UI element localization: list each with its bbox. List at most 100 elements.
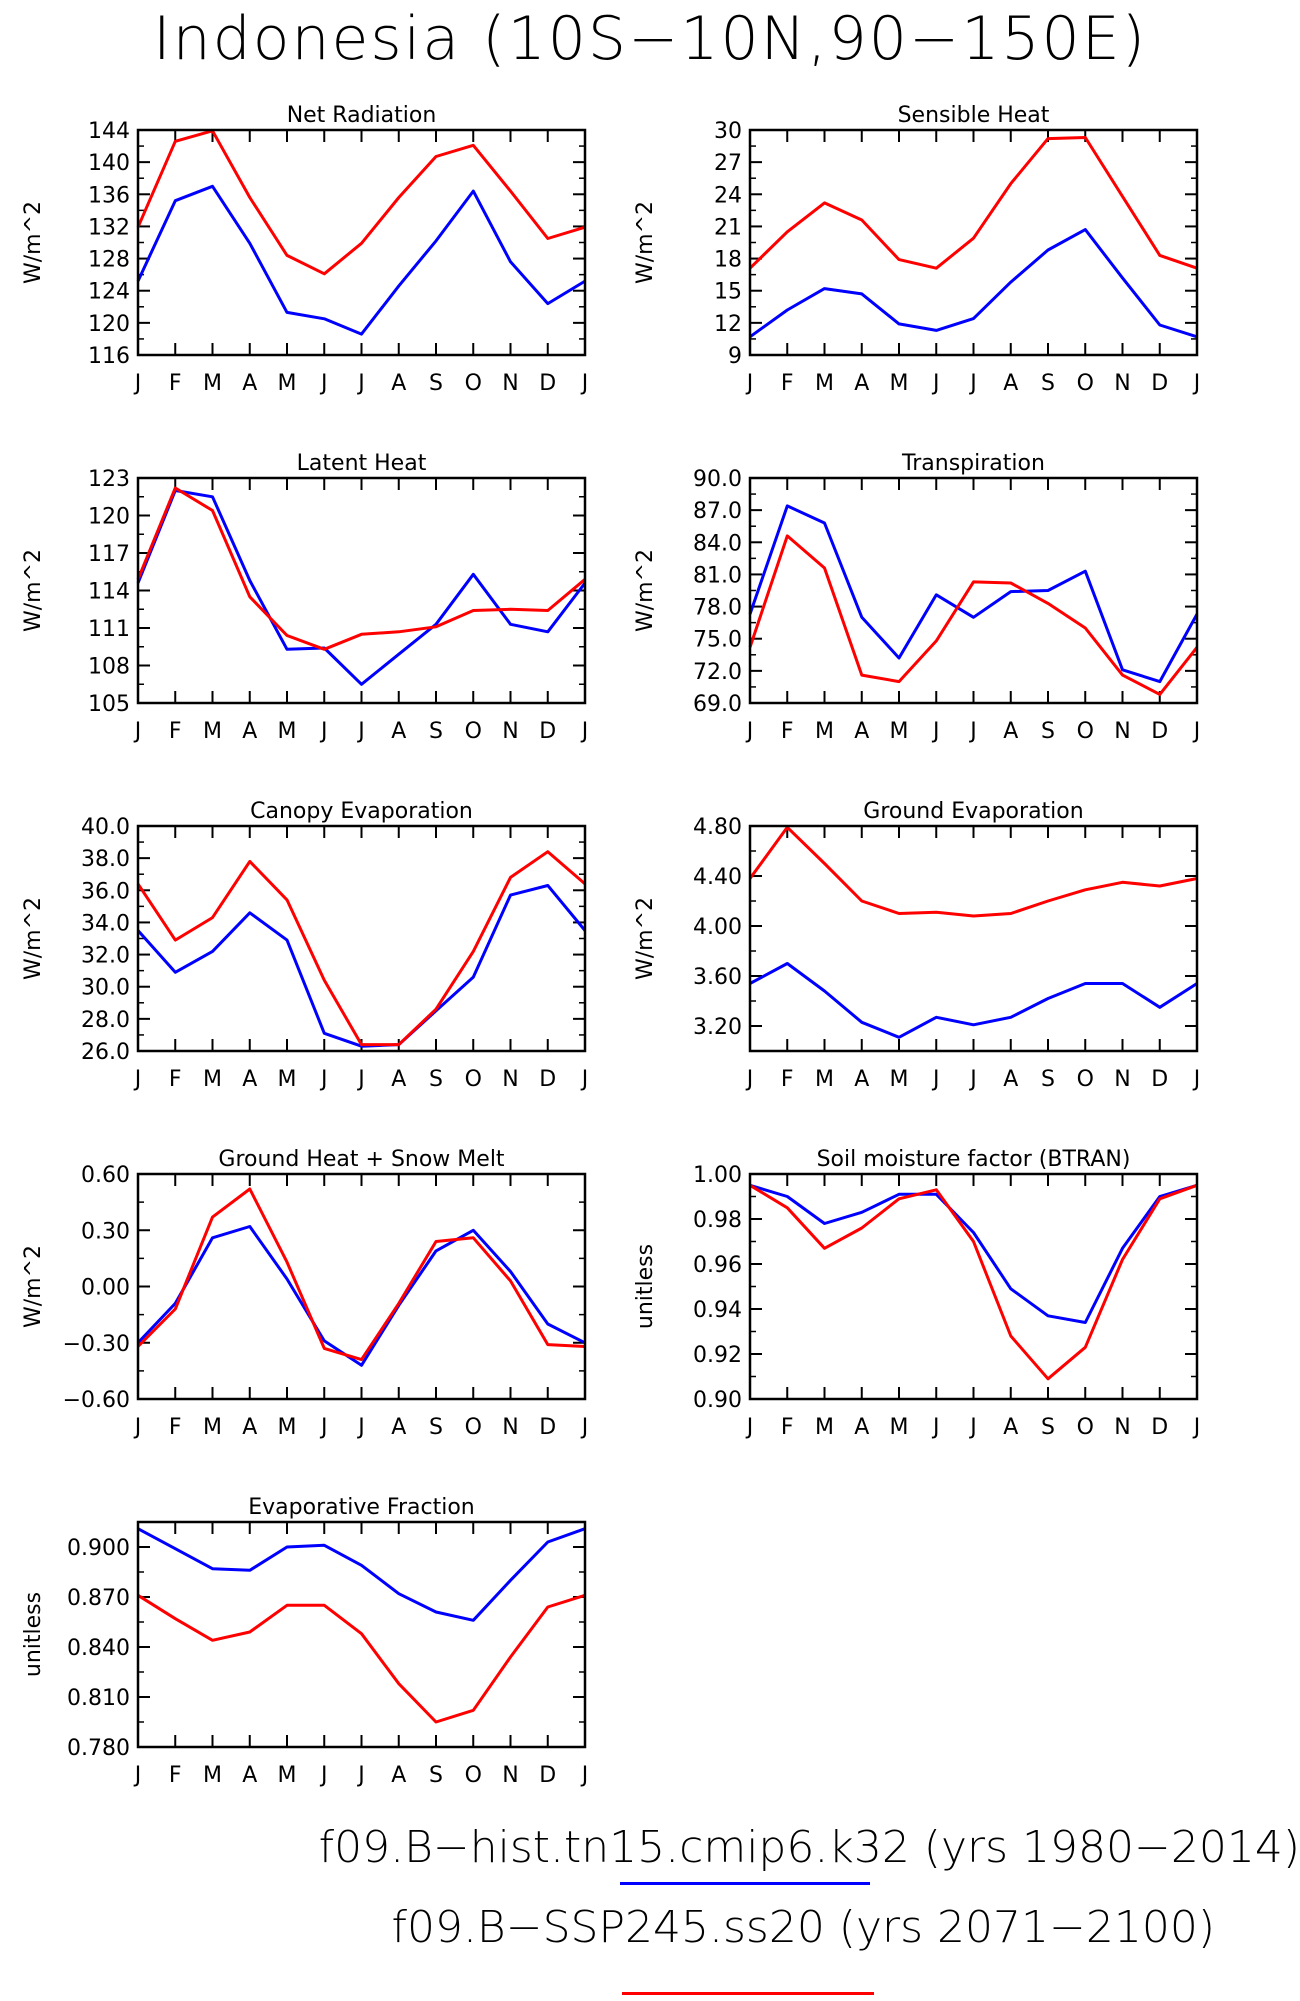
y-tick-label: 72.0 (693, 660, 742, 685)
x-tick-label: M (890, 1067, 909, 1092)
x-tick-label: N (502, 1067, 518, 1092)
y-tick-label: −0.30 (63, 1332, 130, 1357)
x-tick-label: J (319, 1763, 328, 1788)
x-tick-label: N (1114, 1415, 1130, 1440)
x-tick-label: N (502, 1763, 518, 1788)
y-tick-label: 26.0 (81, 1040, 130, 1065)
panel-6: Ground Evaporation W/m^2 3.20 3.60 4.00 4.40 4… (633, 799, 1200, 1092)
panel-8: Soil moisture factor (BTRAN) unitless 0.90… (633, 1147, 1200, 1440)
legend-swatch-ssp (622, 1992, 874, 1995)
y-tick-label: 124 (88, 280, 130, 305)
x-tick-label: A (391, 719, 406, 744)
x-tick-label: J (133, 719, 142, 744)
x-tick-label: A (242, 1763, 257, 1788)
y-tick-label: 32.0 (81, 944, 130, 969)
x-tick-label: J (133, 1763, 142, 1788)
y-tick-label: 117 (88, 542, 130, 567)
series-line-ssp (749, 1183, 1198, 1381)
x-tick-label: M (815, 1415, 834, 1440)
x-tick-label: J (1192, 1415, 1201, 1440)
x-tick-label: M (203, 371, 222, 396)
series-line-ssp (136, 850, 586, 1047)
y-tick-label: 144 (88, 119, 130, 144)
x-tick-label: O (1077, 1415, 1094, 1440)
series-line-ssp (136, 1187, 586, 1362)
legend-entry-hist: f09.B−hist.tn15.cmip6.k32 (yrs 1980−2014… (318, 1822, 1300, 1873)
x-tick-label: D (539, 371, 556, 396)
plot-frame (136, 1172, 587, 1401)
x-tick-label: S (1041, 371, 1055, 396)
x-tick-label: N (1114, 719, 1130, 744)
x-tick-label: A (242, 1067, 257, 1092)
x-tick-label: M (203, 1415, 222, 1440)
x-tick-label: D (1151, 719, 1168, 744)
panel-title: Evaporative Fraction (248, 1495, 474, 1520)
y-tick-label: 105 (88, 692, 130, 717)
y-tick-label: 15 (714, 280, 742, 305)
x-tick-label: A (854, 1415, 869, 1440)
x-tick-label: N (502, 371, 518, 396)
x-tick-label: J (319, 719, 328, 744)
x-tick-label: O (465, 371, 482, 396)
x-tick-label: N (1114, 1067, 1130, 1092)
x-tick-label: J (356, 1067, 365, 1092)
x-tick-label: A (1003, 371, 1018, 396)
y-tick-label: 28.0 (81, 1008, 130, 1033)
y-tick-label: 132 (88, 215, 130, 240)
x-tick-label: S (429, 1763, 443, 1788)
y-axis-label: W/m^2 (21, 549, 46, 632)
y-tick-label: 0.840 (67, 1636, 130, 1661)
y-tick-label: 0.30 (81, 1219, 130, 1244)
x-tick-label: M (203, 719, 222, 744)
x-tick-label: J (968, 1415, 977, 1440)
y-tick-label: 12 (714, 312, 742, 337)
x-tick-label: S (429, 371, 443, 396)
x-tick-label: A (242, 719, 257, 744)
y-axis-label: W/m^2 (633, 549, 658, 632)
plot-frame (748, 128, 1199, 357)
main-title: Indonesia (10S−10N,90−150E) (152, 4, 1148, 74)
x-tick-label: D (1151, 1067, 1168, 1092)
x-tick-label: A (242, 1415, 257, 1440)
x-tick-label: J (745, 1067, 754, 1092)
x-tick-label: D (539, 719, 556, 744)
y-tick-label: 111 (88, 617, 130, 642)
y-tick-label: 4.40 (693, 865, 742, 890)
series-line-hist (749, 1183, 1198, 1324)
x-tick-label: D (1151, 371, 1168, 396)
panel-4: Transpiration W/m^2 69.0 72.0 75.0 78.0 81.0 84… (633, 451, 1200, 744)
panel-title: Latent Heat (297, 451, 427, 476)
x-tick-label: M (815, 371, 834, 396)
panel-7: Ground Heat + Snow Melt W/m^2 −0.60 −0.30 0.… (21, 1147, 588, 1440)
series-line-ssp (748, 136, 1198, 270)
x-tick-label: N (502, 719, 518, 744)
y-tick-label: 30.0 (81, 976, 130, 1001)
y-tick-label: 120 (88, 312, 130, 337)
x-tick-label: F (169, 1763, 182, 1788)
series-line-hist (748, 504, 1199, 684)
plot-frame (136, 1520, 587, 1749)
x-tick-label: N (1114, 371, 1130, 396)
y-tick-label: 0.900 (67, 1536, 130, 1561)
x-tick-label: J (580, 371, 589, 396)
y-tick-label: 0.90 (693, 1388, 742, 1413)
panel-title: Transpiration (901, 451, 1045, 476)
x-tick-label: O (465, 1415, 482, 1440)
y-tick-label: 0.780 (67, 1736, 130, 1761)
panel-title: Ground Heat + Snow Melt (218, 1147, 505, 1172)
x-tick-label: D (539, 1067, 556, 1092)
plot-frame (748, 1172, 1199, 1401)
x-tick-label: J (931, 371, 940, 396)
y-tick-label: 3.20 (693, 1015, 742, 1040)
x-tick-label: M (815, 719, 834, 744)
panel-9: Evaporative Fraction unitless 0.780 0.810 0.… (21, 1495, 588, 1788)
x-tick-label: M (890, 371, 909, 396)
x-tick-label: J (580, 719, 589, 744)
panel-title: Soil moisture factor (BTRAN) (817, 1147, 1131, 1172)
panel-title: Net Radiation (287, 103, 437, 128)
x-tick-label: F (169, 1067, 182, 1092)
y-axis-label: W/m^2 (21, 201, 46, 284)
x-tick-label: A (1003, 1067, 1018, 1092)
figure-panels: Net Radiation W/m^2 116 120 124 128 132 136 140 1… (21, 103, 1200, 1788)
series-line-hist (136, 489, 587, 686)
